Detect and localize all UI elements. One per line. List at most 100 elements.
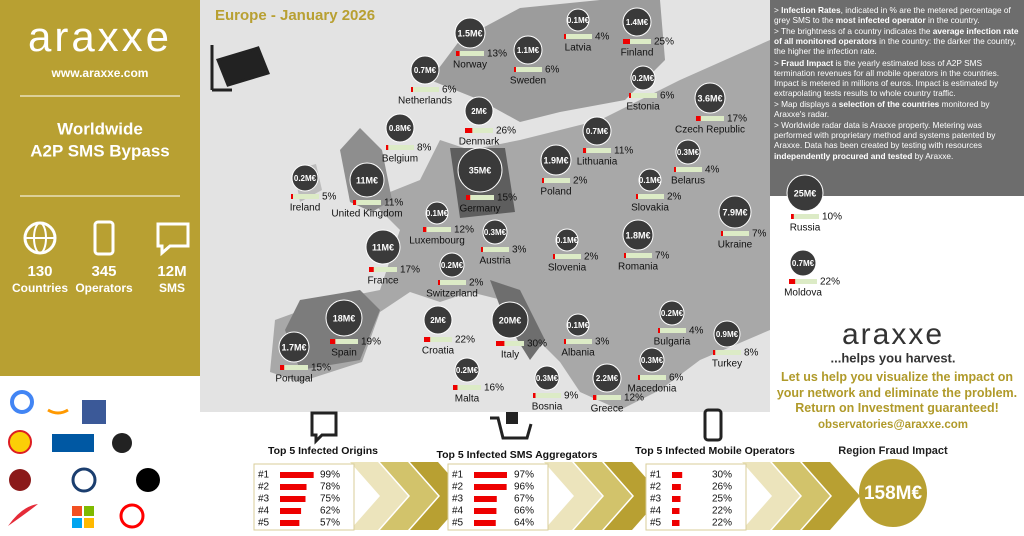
rate-bar bbox=[369, 267, 374, 272]
brand-logo bbox=[52, 434, 94, 452]
country-name: Ireland bbox=[290, 203, 321, 214]
country-name: France bbox=[367, 276, 399, 287]
note-text: > bbox=[774, 57, 782, 68]
note-text: > Worldwide radar data is Araxxe propert… bbox=[774, 120, 996, 151]
rate-track bbox=[791, 214, 819, 219]
rate-track bbox=[583, 148, 611, 153]
country-name: Moldova bbox=[784, 288, 822, 299]
impact-label: 2M€ bbox=[471, 107, 487, 116]
rate-track bbox=[623, 39, 651, 44]
impact-bubble bbox=[410, 55, 440, 85]
impact-label: 0.2M€ bbox=[456, 366, 479, 375]
impact-bubble bbox=[491, 301, 529, 339]
impact-bubble bbox=[789, 249, 817, 277]
rate-label: 8% bbox=[744, 348, 759, 359]
rate-label: 4% bbox=[689, 326, 704, 337]
country-name: Norway bbox=[453, 60, 487, 71]
brand-logo bbox=[71, 467, 97, 493]
impact-bubble bbox=[534, 365, 560, 391]
rank: #1 bbox=[650, 470, 662, 481]
country-name: Italy bbox=[501, 350, 519, 361]
rate-bar bbox=[280, 365, 285, 370]
rank: #3 bbox=[452, 494, 464, 505]
rank-bar bbox=[474, 520, 496, 526]
rank-bar bbox=[280, 484, 307, 490]
rate-bar bbox=[438, 280, 440, 285]
impact-bubble bbox=[365, 229, 401, 265]
impact-bubble bbox=[592, 363, 622, 393]
country-name: Belarus bbox=[671, 176, 705, 187]
rate-label: 9% bbox=[564, 391, 579, 402]
rank: #5 bbox=[650, 518, 662, 529]
rate-track bbox=[280, 365, 308, 370]
rate-track bbox=[721, 231, 749, 236]
impact-label: 35M€ bbox=[469, 165, 492, 175]
rate-track bbox=[564, 34, 592, 39]
impact-label: 0.2M€ bbox=[441, 261, 464, 270]
country-name: Slovakia bbox=[631, 203, 669, 214]
brand-logo bbox=[47, 408, 69, 415]
chat-icon bbox=[156, 222, 190, 257]
impact-label: 0.7M€ bbox=[792, 259, 815, 268]
chevron bbox=[574, 462, 632, 530]
country-name: Ukraine bbox=[718, 240, 753, 251]
panel-title: Top 5 Infected Origins bbox=[268, 445, 378, 457]
impact-bubble bbox=[385, 113, 415, 143]
rank-value: 26% bbox=[712, 482, 732, 493]
chevron bbox=[350, 462, 408, 530]
country-name: Portugal bbox=[275, 374, 312, 385]
rate-label: 22% bbox=[820, 277, 840, 288]
impact-label: 0.2M€ bbox=[661, 309, 684, 318]
rate-track bbox=[330, 339, 358, 344]
impact-label: 20M€ bbox=[499, 315, 522, 325]
url: www.araxxe.com bbox=[51, 66, 149, 80]
rank-value: 97% bbox=[514, 470, 534, 481]
impact-bubble bbox=[582, 116, 612, 146]
cart-icon bbox=[490, 416, 533, 440]
impact-bubble bbox=[454, 357, 480, 383]
map-title: Europe - January 2026 bbox=[215, 7, 375, 24]
stat-value: 12M bbox=[157, 263, 186, 280]
rate-bar bbox=[481, 247, 483, 252]
rank-value: 75% bbox=[320, 494, 340, 505]
rank-value: 67% bbox=[514, 494, 534, 505]
rank: #4 bbox=[650, 506, 662, 517]
impact-value: 158M€ bbox=[864, 483, 923, 504]
impact-bubble bbox=[555, 228, 579, 252]
rank-value: 66% bbox=[514, 506, 534, 517]
rank: #4 bbox=[452, 506, 464, 517]
rate-bar bbox=[564, 34, 566, 39]
rank: #2 bbox=[452, 482, 464, 493]
impact-label: 0.2M€ bbox=[632, 74, 655, 83]
sidebar-title: Worldwide bbox=[57, 119, 143, 138]
rate-track bbox=[514, 67, 542, 72]
country-name: Denmark bbox=[459, 137, 501, 148]
rate-track bbox=[638, 375, 666, 380]
sidebar bbox=[0, 0, 200, 376]
note-text: , indicated in % are the metered percent… bbox=[774, 5, 1011, 26]
rate-track bbox=[466, 195, 494, 200]
rate-label: 2% bbox=[667, 192, 682, 203]
rate-label: 11% bbox=[614, 146, 633, 157]
rate-bar bbox=[623, 39, 630, 44]
rate-track bbox=[386, 145, 414, 150]
rate-bar bbox=[542, 178, 544, 183]
impact-label: 1.7M€ bbox=[281, 342, 306, 352]
stat-label: SMS bbox=[159, 281, 185, 295]
brand-logo bbox=[10, 390, 34, 414]
impact-bubble bbox=[454, 17, 486, 49]
panel-box bbox=[645, 463, 747, 531]
rate-bar bbox=[583, 148, 587, 153]
phone-icon bbox=[703, 408, 723, 442]
chevron bbox=[544, 462, 602, 530]
rate-label: 2% bbox=[573, 176, 588, 187]
rank-bar bbox=[280, 520, 300, 526]
rate-bar bbox=[791, 214, 794, 219]
impact-label: 0.3M€ bbox=[641, 356, 664, 365]
impact-label: 0.3M€ bbox=[484, 228, 507, 237]
rank-value: 25% bbox=[712, 494, 732, 505]
rank-bar bbox=[672, 484, 681, 490]
logo: araxxe bbox=[28, 13, 172, 60]
brand-logo bbox=[9, 469, 31, 491]
